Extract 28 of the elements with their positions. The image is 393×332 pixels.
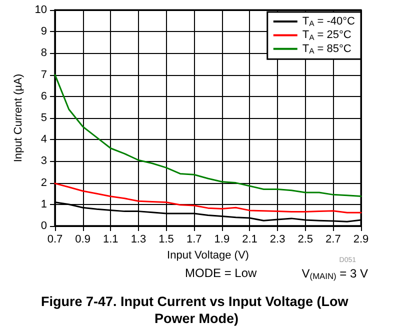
x-tick-label: 1.9 — [214, 234, 230, 246]
x-tick-label: 0.7 — [47, 234, 63, 246]
y-tick-label: 6 — [40, 90, 47, 102]
y-tick-label: 3 — [40, 155, 47, 168]
x-tick-label: 2.9 — [353, 234, 369, 246]
y-tick-label: 9 — [40, 26, 47, 38]
y-tick-label: 0 — [40, 220, 47, 232]
y-tick-label: 7 — [40, 68, 47, 81]
x-tick-label: 2.7 — [326, 234, 341, 246]
text: V(MAIN) = 3 V — [302, 266, 368, 281]
x-tick-label: 0.9 — [75, 234, 90, 246]
text: MODE = Low — [185, 266, 258, 280]
x-tick-label: 2.3 — [270, 234, 286, 246]
text: Figure 7-47. Input Current vs Input Voltage (Low Power Mode) — [40, 294, 352, 326]
x-tick-label: 1.7 — [186, 234, 202, 246]
x-tick-label: 2.5 — [298, 234, 314, 246]
y-tick-label: 4 — [40, 134, 47, 146]
y-axis-title: Input Current (µA) — [12, 74, 24, 162]
y-tick-label: 10 — [34, 4, 47, 16]
x-tick-label: 1.5 — [158, 234, 174, 246]
y-tick-label: 1 — [40, 198, 47, 210]
x-tick-label: 1.1 — [102, 234, 118, 246]
y-tick-label: 2 — [40, 176, 47, 189]
x-axis-title: Input Voltage (V) — [167, 249, 249, 262]
x-tick-label: 1.3 — [130, 234, 146, 246]
y-tick-label: 5 — [40, 112, 47, 124]
y-tick-label: 8 — [40, 47, 47, 60]
x-tick-label: 2.1 — [242, 234, 258, 246]
